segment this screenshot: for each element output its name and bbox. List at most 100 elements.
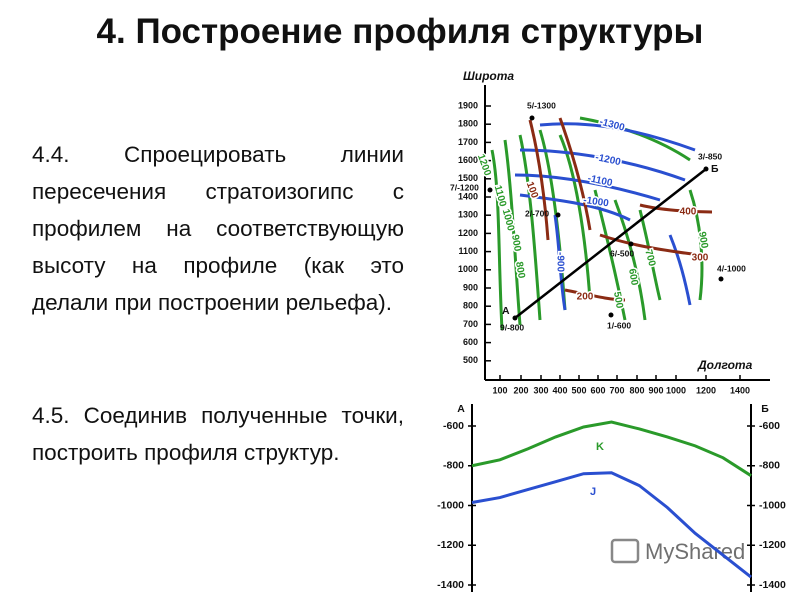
well: [555, 212, 561, 218]
contour-label: 1100: [492, 184, 508, 208]
map-x-tick-label: 1400: [730, 385, 750, 395]
well-label: 2/-700: [525, 208, 549, 218]
well: [628, 241, 634, 247]
contour: [490, 149, 504, 331]
contour: [613, 199, 647, 321]
map-x-tick-label: 400: [552, 385, 567, 395]
map-y-tick-label: 600: [463, 337, 478, 347]
contour-label: -900: [554, 252, 565, 272]
map-y-tick-label: 1300: [458, 210, 478, 220]
well: [512, 315, 518, 321]
contour-label: 900: [696, 231, 710, 250]
contour-label: 600: [626, 268, 640, 287]
well-label: 1/-600: [607, 320, 631, 330]
map-y-tick-label: 1000: [458, 264, 478, 274]
section-line: [514, 168, 707, 319]
contour: [514, 173, 661, 202]
contour-label: -1300: [598, 117, 626, 134]
contour: [519, 148, 686, 182]
series-line: [471, 420, 752, 477]
paragraph: 4.4. Спроецировать линии пересечения стр…: [32, 142, 404, 315]
map-x-tick-label: 300: [533, 385, 548, 395]
well-label: 5/-1300: [527, 100, 556, 110]
map-y-tick-label: 900: [463, 282, 478, 292]
map-x-tick-label: 200: [513, 385, 528, 395]
well-label: 9/-800: [500, 322, 524, 332]
map-x-tick-label: 600: [590, 385, 605, 395]
contour-label: 900: [509, 234, 523, 253]
well: [487, 187, 493, 193]
axis-end-label: Б: [761, 403, 769, 415]
series-label: J: [590, 486, 596, 498]
contour: [688, 189, 704, 301]
contour-label: 700: [642, 249, 657, 268]
y2-tick-label: -1400: [759, 579, 786, 591]
series-label: K: [596, 441, 604, 453]
map-y-tick-label: 1200: [458, 228, 478, 238]
map-x-tick-label: 800: [629, 385, 644, 395]
contour-label: 400: [680, 207, 697, 218]
paragraph: 4.5. Соединив полученные точки, построит…: [32, 403, 404, 465]
contour-label: 200: [577, 292, 594, 303]
contour-lines: [490, 116, 713, 331]
map-x-tick-label: 1000: [666, 385, 686, 395]
contour-label: 1000: [500, 208, 516, 233]
y-tick-label: -1000: [437, 499, 464, 511]
map-y-title: Широта: [463, 69, 514, 83]
contour: [593, 189, 627, 321]
well-label: 6/-500: [610, 248, 634, 258]
well: [608, 312, 614, 318]
axis-end-label: А: [457, 403, 465, 415]
contour: [528, 119, 550, 241]
map-y-tick-label: 1700: [458, 137, 478, 147]
y2-tick-label: -1200: [759, 539, 786, 551]
section-end: А: [502, 305, 510, 317]
contour-label: 500: [611, 291, 625, 310]
map-y-tick-label: 1800: [458, 119, 478, 129]
section-end: Б: [711, 163, 719, 175]
map-x-tick-label: 500: [571, 385, 586, 395]
y-tick-label: -1200: [437, 539, 464, 551]
contour-label: -1000: [583, 195, 610, 210]
map-y-tick-label: 800: [463, 301, 478, 311]
contour: [539, 122, 696, 152]
contour: [553, 214, 567, 311]
well: [529, 115, 535, 121]
well-label: 3/-850: [698, 151, 722, 161]
map-x-tick-label: 100: [492, 385, 507, 395]
contour-label: 800: [513, 261, 527, 280]
map-y-tick-label: 1400: [458, 191, 478, 201]
watermark-icon: [610, 538, 640, 564]
y-tick-label: -600: [443, 420, 464, 432]
contour: [599, 233, 701, 257]
contour-label: -1100: [587, 173, 614, 189]
map-y-tick-label: 1600: [458, 155, 478, 165]
contour: [564, 288, 626, 302]
well-label: 7/-1200: [450, 182, 479, 192]
y2-tick-label: -600: [759, 420, 780, 432]
contour: [558, 117, 592, 231]
y-tick-label: -800: [443, 460, 464, 472]
contour: [519, 193, 631, 222]
map-x-tick-label: 1200: [696, 385, 716, 395]
contour: [503, 139, 522, 326]
map-x-title: Долгота: [697, 358, 753, 372]
map-y-tick-label: 1900: [458, 100, 478, 110]
contour: [518, 134, 542, 321]
map-y-tick-label: 1500: [458, 173, 478, 183]
well-label: 4/-1000: [717, 263, 746, 273]
contour: [638, 209, 662, 301]
well: [718, 276, 724, 282]
map-y-tick-label: 500: [463, 355, 478, 365]
map-y-tick-label: 1100: [458, 246, 478, 256]
map-x-tick-label: 700: [609, 385, 624, 395]
map-y-tick-label: 700: [463, 319, 478, 329]
well: [703, 166, 709, 172]
contour: [668, 234, 692, 306]
contour-label: -1200: [594, 152, 622, 168]
contour: [639, 203, 713, 214]
y-tick-label: -1400: [437, 579, 464, 591]
y2-tick-label: -800: [759, 460, 780, 472]
